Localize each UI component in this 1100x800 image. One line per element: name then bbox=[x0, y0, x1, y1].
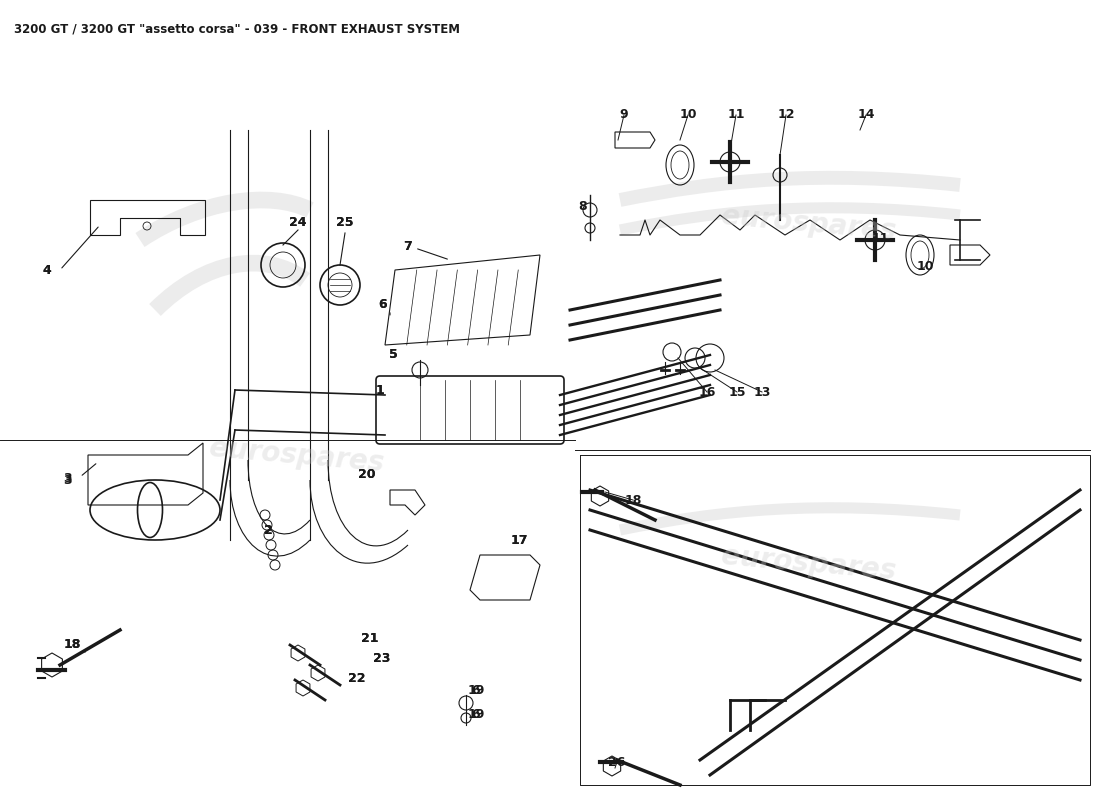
Text: 3: 3 bbox=[64, 471, 73, 485]
Text: 2: 2 bbox=[264, 523, 273, 537]
Text: 1: 1 bbox=[375, 383, 384, 397]
Text: 25: 25 bbox=[337, 215, 354, 229]
Text: 16: 16 bbox=[698, 386, 716, 398]
Text: 11: 11 bbox=[871, 231, 889, 245]
Text: 24: 24 bbox=[289, 215, 307, 229]
Text: 6: 6 bbox=[472, 709, 481, 722]
Text: 3: 3 bbox=[64, 474, 73, 486]
Text: 18: 18 bbox=[64, 638, 80, 651]
Text: 22: 22 bbox=[349, 671, 365, 685]
Text: 21: 21 bbox=[361, 631, 378, 645]
Text: 21: 21 bbox=[361, 631, 378, 645]
Text: 15: 15 bbox=[728, 386, 746, 398]
Text: 2: 2 bbox=[264, 523, 273, 537]
Text: 19: 19 bbox=[468, 709, 485, 722]
Text: 17: 17 bbox=[510, 534, 528, 546]
Text: 6: 6 bbox=[378, 298, 387, 311]
Text: 23: 23 bbox=[373, 653, 390, 666]
Text: 8: 8 bbox=[579, 201, 587, 214]
Text: eurospares: eurospares bbox=[719, 202, 898, 246]
Text: 10: 10 bbox=[680, 109, 696, 122]
Text: 19: 19 bbox=[468, 683, 485, 697]
Text: 6: 6 bbox=[378, 298, 387, 311]
Text: 5: 5 bbox=[388, 349, 397, 362]
Text: 3200 GT / 3200 GT "assetto corsa" - 039 - FRONT EXHAUST SYSTEM: 3200 GT / 3200 GT "assetto corsa" - 039 … bbox=[14, 22, 460, 35]
Text: 25: 25 bbox=[337, 215, 354, 229]
Text: 26: 26 bbox=[608, 755, 626, 769]
Text: 11: 11 bbox=[727, 109, 745, 122]
Text: 18: 18 bbox=[64, 638, 80, 651]
Text: 17: 17 bbox=[510, 534, 528, 546]
Text: 22: 22 bbox=[349, 671, 365, 685]
Text: eurospares: eurospares bbox=[208, 434, 386, 478]
Text: eurospares: eurospares bbox=[719, 542, 898, 586]
Text: 1: 1 bbox=[375, 383, 384, 397]
Text: 14: 14 bbox=[857, 109, 874, 122]
Text: 18: 18 bbox=[625, 494, 641, 506]
Text: 7: 7 bbox=[403, 241, 411, 254]
Text: 4: 4 bbox=[43, 263, 52, 277]
Text: 6: 6 bbox=[472, 683, 481, 697]
Text: 12: 12 bbox=[778, 109, 794, 122]
Text: 20: 20 bbox=[359, 469, 376, 482]
Text: 5: 5 bbox=[388, 349, 397, 362]
Text: 23: 23 bbox=[373, 653, 390, 666]
Text: 4: 4 bbox=[43, 263, 52, 277]
Text: 9: 9 bbox=[619, 109, 628, 122]
Text: 7: 7 bbox=[403, 241, 411, 254]
Text: 13: 13 bbox=[754, 386, 771, 398]
Text: 10: 10 bbox=[916, 259, 934, 273]
Text: 24: 24 bbox=[289, 215, 307, 229]
Text: 20: 20 bbox=[359, 469, 376, 482]
